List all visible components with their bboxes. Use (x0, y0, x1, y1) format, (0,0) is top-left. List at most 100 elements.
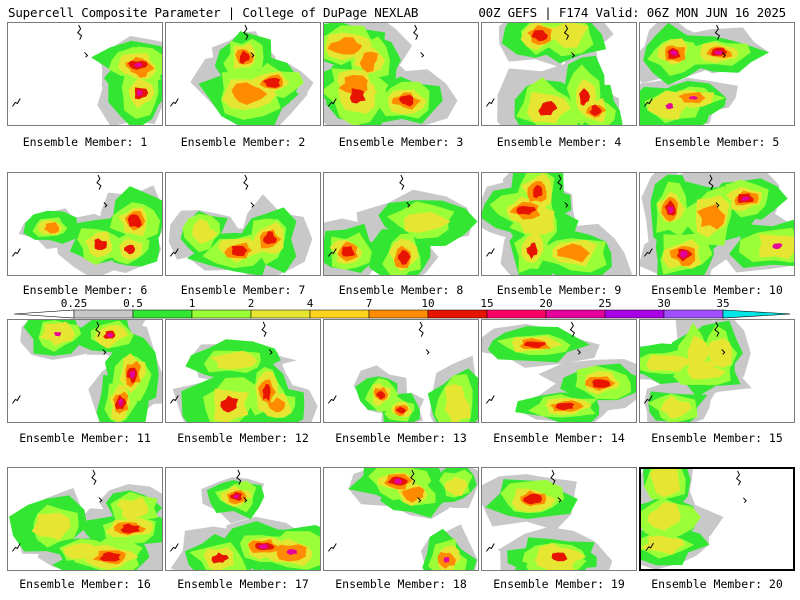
scp-contour-map (324, 23, 458, 125)
scp-contour-map (641, 469, 747, 569)
colorbar-tick-label: 1 (189, 297, 196, 310)
scp-contour-map (168, 174, 313, 275)
contour-region (31, 512, 71, 541)
contour-region (592, 379, 611, 388)
scp-contour-map (12, 174, 162, 275)
contour-region (43, 222, 60, 234)
ensemble-panel-4[interactable] (481, 22, 637, 126)
coastline (644, 24, 726, 107)
coastline (170, 321, 273, 404)
contour-region (262, 77, 281, 88)
scp-contour-map (328, 468, 478, 570)
contour-region (231, 82, 268, 105)
contour-region (706, 338, 733, 368)
coastline (12, 24, 89, 107)
ensemble-member-label: Ensemble Member: 3 (338, 135, 464, 149)
ensemble-panel-10[interactable] (639, 172, 795, 276)
coastline (12, 321, 107, 404)
contour-region (338, 74, 368, 95)
contour-region (522, 493, 543, 505)
ensemble-panel-7[interactable] (165, 172, 321, 276)
ensemble-panel-6[interactable] (7, 172, 163, 276)
contour-region (551, 552, 568, 562)
ensemble-panel-9[interactable] (481, 172, 637, 276)
ensemble-panel-2[interactable] (165, 22, 321, 126)
colorbar-arrow-right (722, 309, 790, 319)
contour-region (397, 249, 411, 265)
ensemble-panel-13[interactable] (323, 319, 479, 423)
colorbar-tick-label: 7 (366, 297, 373, 310)
scp-contour-map (640, 173, 794, 275)
contour-region (395, 406, 407, 414)
contour-region (649, 469, 681, 498)
coastline (328, 174, 411, 257)
ensemble-panel-19[interactable] (481, 467, 637, 571)
colorbar-segment (368, 309, 429, 319)
scp-contour-map (482, 321, 636, 422)
scp-contour-map (482, 469, 613, 570)
contour-region (403, 212, 451, 233)
contour-region (63, 543, 105, 560)
contour-region (641, 535, 685, 555)
colorbar-tick-label: 2 (248, 297, 255, 310)
coastline (328, 469, 422, 552)
contour-region (106, 332, 114, 338)
contour-region (579, 88, 590, 106)
ensemble-member-label: Ensemble Member: 12 (177, 431, 309, 445)
scp-contour-map (324, 174, 478, 275)
contour-region (516, 205, 537, 215)
colorbar-tick-label: 15 (480, 297, 493, 310)
coastline (170, 174, 255, 257)
ensemble-panel-17[interactable] (165, 467, 321, 571)
ensemble-panel-15[interactable] (639, 319, 795, 423)
coastline (12, 174, 108, 257)
contour-region (555, 402, 575, 411)
coastline (170, 469, 248, 552)
ensemble-panel-8[interactable] (323, 172, 479, 276)
colorbar-tick-label: 30 (657, 297, 670, 310)
scp-contour-map (640, 320, 752, 422)
contour-region (533, 185, 543, 199)
ensemble-member-label: Ensemble Member: 11 (19, 431, 151, 445)
contour-region (398, 94, 414, 107)
ensemble-panel-11[interactable] (7, 319, 163, 423)
contour-region (545, 23, 589, 48)
colorbar-tick-label: 35 (716, 297, 729, 310)
ensemble-member-label: Ensemble Member: 1 (22, 135, 148, 149)
contour-region (660, 395, 692, 419)
scp-contour-map (9, 469, 162, 570)
contour-region (401, 486, 425, 503)
contour-region (99, 551, 121, 562)
colorbar-segment (427, 309, 488, 319)
contour-region (231, 245, 248, 256)
contour-region (211, 552, 229, 564)
scp-contour-map (486, 23, 623, 125)
colorbar: 0.25 0.5 1 2 4 7 10 15 20 25 30 35 (14, 297, 790, 319)
ensemble-panel-18[interactable] (323, 467, 479, 571)
contour-region (394, 478, 403, 485)
colorbar-segment (309, 309, 370, 319)
ensemble-member-label: Ensemble Member: 6 (22, 283, 148, 297)
contour-region (349, 88, 366, 104)
colorbar-segment (663, 309, 724, 319)
ensemble-panel-5[interactable] (639, 22, 795, 126)
contour-region (359, 51, 378, 73)
ensemble-panel-12[interactable] (165, 319, 321, 423)
contour-region (531, 30, 548, 42)
ensemble-panel-3[interactable] (323, 22, 479, 126)
colorbar-segment (545, 309, 606, 319)
ensemble-panel-16[interactable] (7, 467, 163, 571)
contour-region (538, 100, 558, 116)
contour-region (116, 496, 149, 521)
ensemble-panel-1[interactable] (7, 22, 163, 126)
ensemble-member-label: Ensemble Member: 13 (335, 431, 467, 445)
ensemble-member-label: Ensemble Member: 7 (180, 283, 306, 297)
contour-region (239, 50, 250, 65)
coastline (645, 470, 747, 552)
coastline (328, 321, 430, 404)
contour-region (192, 218, 218, 245)
ensemble-panel-14[interactable] (481, 319, 637, 423)
contour-region (647, 502, 681, 531)
ensemble-panel-20[interactable] (639, 467, 795, 571)
coastline (486, 174, 569, 257)
